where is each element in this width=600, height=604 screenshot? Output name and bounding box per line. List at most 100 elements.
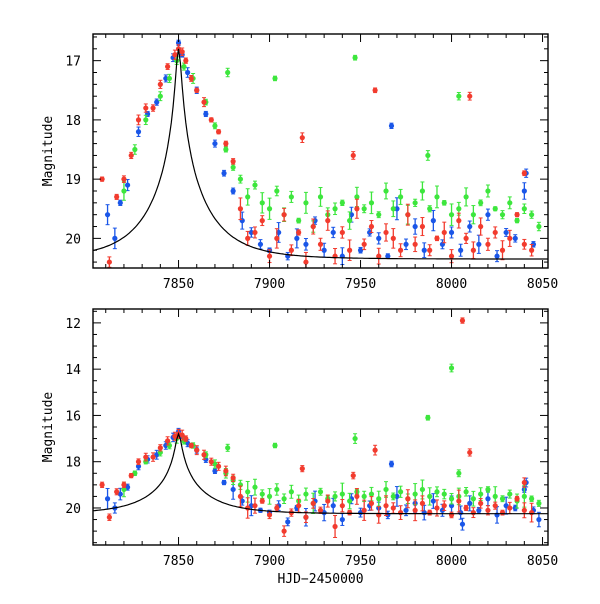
data-point-red [128, 472, 134, 479]
y-axis-label: Magnitude [41, 392, 56, 463]
data-point-red [179, 49, 185, 55]
data-point-green [266, 493, 273, 500]
y-tick-label: 20 [65, 232, 81, 247]
data-point-blue [221, 170, 227, 176]
data-point-red [281, 212, 287, 218]
y-tick-label: 19 [65, 173, 81, 188]
data-point-blue [485, 496, 491, 502]
data-point-green [259, 491, 265, 497]
data-point-red [390, 235, 396, 241]
data-point-blue [485, 212, 491, 218]
data-point-blue [230, 188, 236, 194]
data-point-green [376, 496, 382, 502]
data-point-red [143, 105, 149, 111]
data-point-green [419, 188, 426, 194]
data-point-red [208, 459, 214, 465]
data-point-blue [388, 123, 395, 129]
data-point-green [230, 164, 236, 170]
data-point-red [470, 247, 476, 253]
data-point-blue [163, 75, 169, 82]
data-point-red [459, 317, 466, 324]
data-point-blue [248, 229, 254, 236]
data-point-red [165, 438, 171, 444]
bottom-panel: 7850 7900 7950 8000 8050 12 14 16 18 20 Magnitude H… [41, 308, 558, 587]
data-point-green [529, 496, 535, 502]
data-point-green [368, 200, 375, 206]
x-tick-label: 8000 [436, 554, 467, 569]
data-point-red [441, 229, 447, 236]
data-point-green [259, 200, 265, 206]
data-point-green [132, 146, 138, 153]
data-point-blue [467, 500, 473, 506]
x-tick-label: 7850 [163, 554, 194, 569]
data-point-blue [521, 188, 527, 194]
data-point-green [478, 491, 484, 497]
data-point-blue [430, 218, 436, 224]
data-point-red [143, 454, 149, 460]
data-point-red [419, 500, 426, 506]
data-point-blue [376, 235, 382, 241]
data-point-green [463, 489, 469, 495]
x-tick-label: 7900 [254, 554, 285, 569]
plot-frame [92, 33, 549, 269]
data-point-red [325, 498, 331, 504]
data-point-green [252, 484, 258, 490]
data-point-green [425, 152, 431, 159]
data-point-green [448, 496, 455, 502]
data-point-blue [394, 206, 400, 212]
data-point-red [150, 105, 156, 111]
data-point-blue [503, 229, 509, 236]
data-point-red [215, 129, 222, 135]
data-point-red [281, 528, 287, 534]
data-point-red [128, 152, 134, 159]
data-point-red [223, 468, 229, 474]
data-point-green [332, 493, 338, 500]
data-point-red [521, 507, 527, 513]
data-point-green [427, 493, 433, 500]
data-point-green [529, 212, 535, 218]
data-point-red [368, 223, 375, 230]
data-point-red [230, 475, 236, 481]
data-point-blue [221, 479, 227, 486]
data-point-red [194, 447, 200, 453]
data-point-red [521, 479, 527, 486]
data-point-red [325, 218, 331, 224]
data-point-green [274, 188, 280, 194]
data-point-red [135, 459, 142, 465]
data-point-blue [135, 463, 142, 469]
data-point-green [507, 491, 513, 497]
data-point-red [188, 442, 194, 449]
data-point-red [463, 505, 469, 511]
data-point-green [485, 188, 491, 194]
data-point-red [383, 503, 389, 509]
data-point-green [121, 188, 127, 194]
data-point-red [478, 223, 484, 230]
data-point-red [485, 241, 491, 247]
data-point-red [354, 206, 360, 212]
data-point-red [165, 63, 171, 70]
data-point-red [456, 498, 462, 504]
data-point-red [194, 87, 200, 93]
data-point-green [212, 123, 218, 129]
data-point-green [225, 69, 231, 76]
data-point-blue [403, 507, 409, 513]
data-point-red [419, 223, 426, 230]
data-point-red [237, 206, 244, 212]
data-point-red [507, 235, 513, 241]
data-point-blue [476, 241, 482, 247]
model-curve [93, 48, 548, 260]
data-point-blue [330, 229, 336, 236]
data-point-green [288, 194, 294, 200]
data-point-green [463, 194, 469, 200]
data-point-red [372, 447, 378, 453]
data-point-red [361, 507, 367, 513]
data-point-green [470, 496, 476, 502]
data-point-red [463, 235, 469, 241]
x-tick-label: 7850 [163, 277, 194, 292]
data-point-red [183, 58, 189, 64]
data-point-red [529, 510, 535, 516]
data-point-red [467, 449, 473, 456]
data-point-red [99, 176, 105, 182]
data-point-red [288, 247, 294, 253]
y-axis-label: Magnitude [41, 116, 56, 187]
